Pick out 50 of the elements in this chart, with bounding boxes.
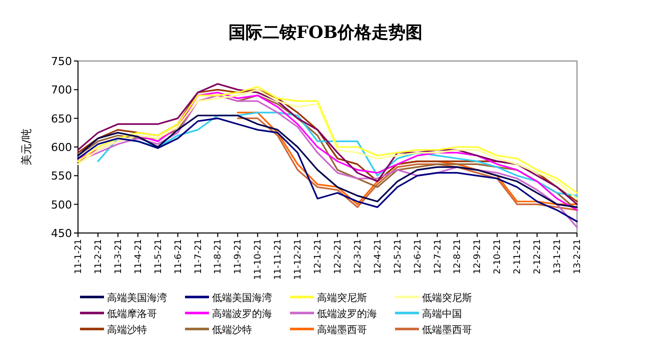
legend-label: 低端波罗的海 (317, 308, 377, 320)
line-series (77, 114, 578, 208)
legend-label: 低端沙特 (212, 324, 252, 336)
y-axis-title: 美元/吨 (20, 128, 33, 166)
y-tick-label: 750 (51, 55, 72, 68)
legend-label: 高端中国 (422, 308, 462, 320)
x-tick-label: 12-8-21 (453, 239, 464, 274)
x-tick-label: 11-7-21 (194, 239, 204, 274)
x-tick-label: 11-5-21 (154, 239, 164, 274)
x-tick-label: 2-10-21 (493, 239, 504, 274)
legend-label: 低端墨西哥 (422, 324, 472, 336)
y-tick-label: 650 (51, 112, 72, 126)
legend-label: 高端墨西哥 (317, 324, 367, 336)
x-tick-label: 2-11-21 (513, 239, 524, 274)
y-tick-label: 500 (51, 198, 72, 212)
y-tick-label: 550 (51, 170, 72, 183)
legend-label: 高端波罗的海 (212, 308, 272, 320)
x-tick-label: 12-9-21 (473, 239, 484, 274)
y-tick-label: 450 (51, 227, 72, 240)
x-tick-label: 11-8-21 (214, 239, 224, 274)
line-series (97, 112, 578, 196)
chart-title: 国际二铵FOB价格走势图 (228, 23, 423, 43)
legend-label: 低端摩洛哥 (107, 308, 157, 320)
x-tick-label: 11-6-21 (174, 239, 184, 274)
legend-label: 高端美国海湾 (107, 292, 167, 304)
x-tick-label: 13-1-21 (553, 239, 564, 274)
x-tick-label: 11-9-21 (234, 239, 244, 274)
x-tick-label: 11-4-21 (134, 239, 144, 274)
x-tick-label: 12-4-21 (373, 239, 384, 274)
legend-label: 低端美国海湾 (212, 292, 272, 304)
x-tick-label: 2-12-21 (533, 239, 544, 274)
legend-label: 高端突尼斯 (317, 292, 367, 304)
x-tick-label: 11-12-21 (294, 239, 304, 280)
x-tick-label: 11-11-21 (274, 239, 284, 280)
line-series (77, 118, 578, 222)
y-tick-label: 600 (51, 141, 72, 154)
x-tick-label: 13-2-21 (573, 239, 583, 274)
x-tick-label: 12-6-21 (413, 239, 424, 274)
legend-label: 低端突尼斯 (422, 292, 472, 304)
x-tick-label: 11-1-21 (74, 239, 84, 274)
x-tick-label: 12-2-21 (333, 239, 344, 274)
x-tick-label: 11-10-21 (254, 239, 264, 280)
y-tick-label: 700 (51, 84, 72, 97)
x-tick-label: 12-1-21 (314, 239, 324, 274)
legend-label: 高端沙特 (107, 324, 147, 336)
x-tick-label: 12-3-21 (353, 239, 364, 274)
x-tick-label: 11-2-21 (94, 239, 104, 274)
x-tick-label: 12-7-21 (433, 239, 444, 274)
x-tick-label: 11-3-21 (114, 239, 124, 274)
x-tick-label: 12-5-21 (393, 239, 404, 274)
